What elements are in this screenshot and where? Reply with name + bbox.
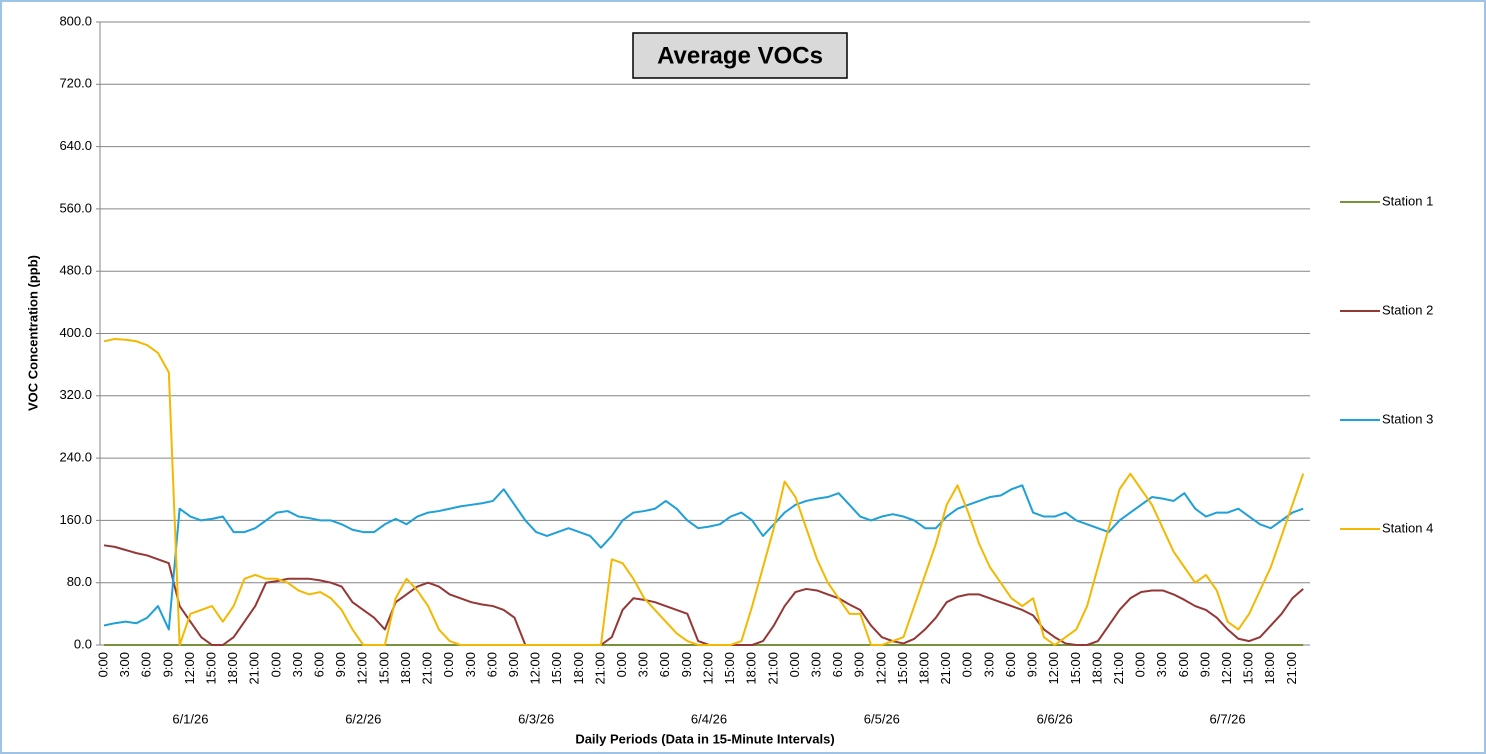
x-tick-label: 3:00 xyxy=(981,652,996,677)
x-axis-title: Daily Periods (Data in 15-Minute Interva… xyxy=(575,731,834,746)
y-axis-title: VOC Concentration (ppb) xyxy=(25,255,40,411)
y-tick-label: 320.0 xyxy=(59,387,92,402)
legend-label: Station 2 xyxy=(1382,302,1433,317)
y-tick-label: 720.0 xyxy=(59,76,92,91)
x-tick-label: 0:00 xyxy=(268,652,283,677)
x-tick-label: 12:00 xyxy=(1219,652,1234,685)
y-tick-label: 80.0 xyxy=(67,574,92,589)
date-label: 6/2/26 xyxy=(345,711,381,726)
title-box xyxy=(632,32,848,79)
x-tick-label: 3:00 xyxy=(1154,652,1169,677)
x-tick-label: 0:00 xyxy=(1133,652,1148,677)
x-tick-label: 12:00 xyxy=(355,652,370,685)
x-tick-label: 6:00 xyxy=(1003,652,1018,677)
x-tick-label: 6:00 xyxy=(139,652,154,677)
x-tick-label: 21:00 xyxy=(247,652,262,685)
y-tick-label: 240.0 xyxy=(59,450,92,465)
x-tick-label: 6:00 xyxy=(312,652,327,677)
y-tick-label: 480.0 xyxy=(59,263,92,278)
date-label: 6/6/26 xyxy=(1037,711,1073,726)
x-tick-label: 6:00 xyxy=(830,652,845,677)
y-tick-label: 400.0 xyxy=(59,325,92,340)
x-tick-label: 12:00 xyxy=(528,652,543,685)
x-tick-label: 18:00 xyxy=(225,652,240,685)
x-tick-label: 18:00 xyxy=(1089,652,1104,685)
x-tick-label: 21:00 xyxy=(1284,652,1299,685)
x-tick-label: 21:00 xyxy=(938,652,953,685)
y-tick-label: 640.0 xyxy=(59,138,92,153)
date-label: 6/7/26 xyxy=(1209,711,1245,726)
x-tick-label: 3:00 xyxy=(808,652,823,677)
x-tick-label: 15:00 xyxy=(722,652,737,685)
date-label: 6/3/26 xyxy=(518,711,554,726)
legend-label: Station 3 xyxy=(1382,411,1433,426)
x-tick-label: 15:00 xyxy=(549,652,564,685)
x-tick-label: 0:00 xyxy=(95,652,110,677)
x-tick-label: 18:00 xyxy=(744,652,759,685)
y-tick-label: 560.0 xyxy=(59,200,92,215)
x-tick-label: 3:00 xyxy=(636,652,651,677)
x-tick-label: 9:00 xyxy=(1025,652,1040,677)
x-tick-label: 15:00 xyxy=(1068,652,1083,685)
legend-label: Station 4 xyxy=(1382,520,1433,535)
x-tick-label: 3:00 xyxy=(463,652,478,677)
grid: 0.0 80.0 160.0 240.0 320.0 400.0 480.0 560.0 640… xyxy=(59,13,1310,726)
x-tick-label: 0:00 xyxy=(441,652,456,677)
x-tick-label: 15:00 xyxy=(203,652,218,685)
series-line xyxy=(103,544,1304,646)
x-tick-label: 18:00 xyxy=(571,652,586,685)
x-tick-label: 3:00 xyxy=(117,652,132,677)
x-tick-label: 15:00 xyxy=(1241,652,1256,685)
date-label: 6/1/26 xyxy=(172,711,208,726)
series-line xyxy=(103,484,1304,631)
plot-area xyxy=(103,337,1305,646)
x-tick-label: 6:00 xyxy=(1176,652,1191,677)
x-tick-label: 18:00 xyxy=(917,652,932,685)
date-label: 6/4/26 xyxy=(691,711,727,726)
y-tick-label: 0.0 xyxy=(74,636,92,651)
x-tick-label: 9:00 xyxy=(160,652,175,677)
x-tick-label: 21:00 xyxy=(1111,652,1126,685)
x-tick-label: 9:00 xyxy=(679,652,694,677)
x-tick-label: 15:00 xyxy=(376,652,391,685)
x-tick-label: 6:00 xyxy=(484,652,499,677)
x-tick-label: 18:00 xyxy=(398,652,413,685)
x-tick-label: 12:00 xyxy=(1046,652,1061,685)
x-tick-label: 0:00 xyxy=(960,652,975,677)
x-tick-label: 6:00 xyxy=(657,652,672,677)
x-tick-label: 21:00 xyxy=(592,652,607,685)
series-line xyxy=(103,337,1305,646)
x-tick-label: 9:00 xyxy=(506,652,521,677)
date-label: 6/5/26 xyxy=(864,711,900,726)
x-tick-label: 21:00 xyxy=(765,652,780,685)
x-tick-label: 15:00 xyxy=(895,652,910,685)
y-tick-label: 800.0 xyxy=(59,13,92,28)
x-tick-label: 21:00 xyxy=(420,652,435,685)
legend: Station 1 Station 2 Station 3 Station 4 xyxy=(1340,193,1433,535)
chart-title: Average VOCs xyxy=(657,42,823,69)
x-tick-label: 3:00 xyxy=(290,652,305,677)
x-tick-label: 9:00 xyxy=(333,652,348,677)
x-tick-label: 12:00 xyxy=(182,652,197,685)
legend-label: Station 1 xyxy=(1382,193,1433,208)
y-tick-label: 160.0 xyxy=(59,512,92,527)
x-tick-label: 18:00 xyxy=(1262,652,1277,685)
x-tick-label: 0:00 xyxy=(614,652,629,677)
x-tick-label: 9:00 xyxy=(1197,652,1212,677)
x-tick-label: 12:00 xyxy=(873,652,888,685)
x-tick-label: 12:00 xyxy=(700,652,715,685)
x-tick-label: 9:00 xyxy=(852,652,867,677)
x-tick-label: 0:00 xyxy=(787,652,802,677)
